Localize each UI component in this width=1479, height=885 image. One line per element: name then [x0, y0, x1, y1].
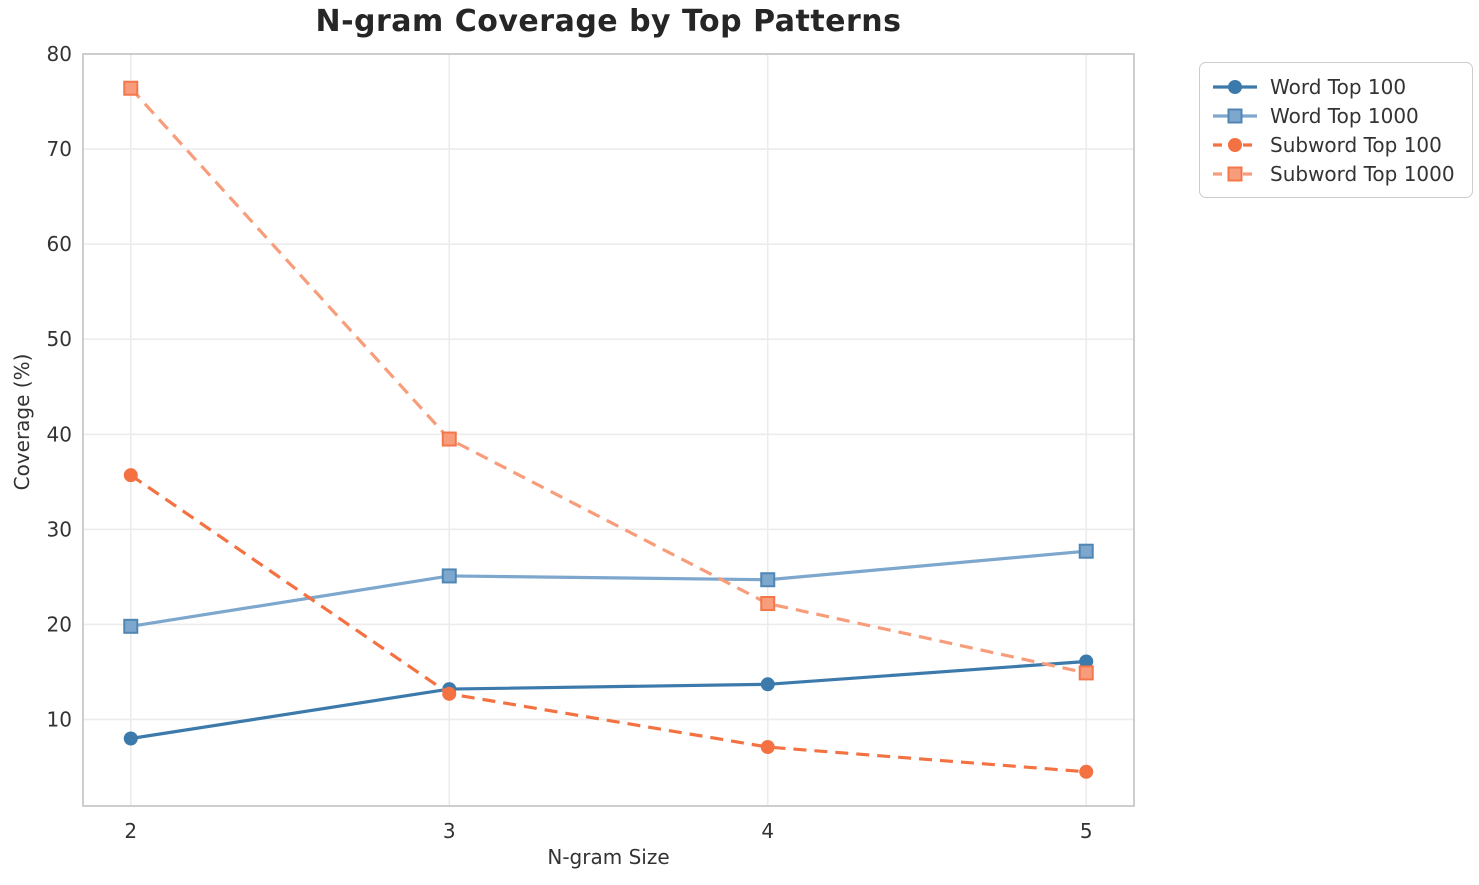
legend-label: Subword Top 1000 — [1270, 161, 1455, 186]
x-tick-label: 4 — [761, 819, 774, 843]
series-line — [130, 659, 1087, 741]
legend-item: Word Top 1000 — [1212, 101, 1460, 130]
legend: Word Top 100 Word Top 1000 Subword Top 100… — [1199, 62, 1473, 198]
data-point-marker — [442, 686, 457, 701]
y-tick-label: 40 — [47, 422, 72, 446]
legend-item: Subword Top 1000 — [1212, 159, 1460, 188]
data-point-marker — [760, 677, 775, 692]
y-tick-label: 10 — [47, 707, 72, 731]
legend-sample-icon — [1213, 166, 1257, 181]
legend-label: Word Top 100 — [1270, 74, 1407, 99]
legend-label: Word Top 1000 — [1270, 103, 1419, 128]
data-point-marker — [123, 80, 139, 96]
plot-background — [83, 54, 1134, 806]
series-line — [129, 87, 1087, 675]
y-tick-label: 50 — [47, 327, 72, 351]
x-tick-label: 3 — [443, 819, 456, 843]
data-point-marker — [1078, 543, 1094, 559]
legend-sample-icon — [1213, 108, 1257, 123]
data-point-marker — [441, 568, 457, 584]
data-point-marker — [441, 431, 457, 447]
legend-sample-icon — [1213, 79, 1257, 94]
series-line — [129, 473, 1087, 774]
data-point-marker — [1079, 654, 1094, 669]
data-point-marker — [760, 572, 776, 588]
y-tick-label: 80 — [47, 42, 72, 66]
y-axis-label: Coverage (%) — [10, 353, 34, 491]
data-point-marker — [123, 731, 138, 746]
x-axis-label: N-gram Size — [547, 845, 670, 869]
y-tick-label: 20 — [47, 612, 72, 636]
data-point-marker — [760, 596, 776, 612]
y-tick-label: 70 — [47, 137, 72, 161]
legend-label: Subword Top 100 — [1270, 132, 1442, 157]
y-tick-label: 60 — [47, 232, 72, 256]
x-tick-label: 5 — [1080, 819, 1093, 843]
legend-item: Subword Top 100 — [1212, 130, 1460, 159]
data-point-marker — [760, 740, 775, 755]
data-point-marker — [123, 468, 138, 483]
y-tick-label: 30 — [47, 517, 72, 541]
x-tick-label: 2 — [124, 819, 137, 843]
data-point-marker — [123, 618, 139, 634]
axes-spines — [82, 53, 1135, 807]
legend-sample-icon — [1213, 137, 1257, 152]
series-line — [130, 549, 1087, 628]
data-point-marker — [1078, 665, 1094, 681]
chart-title: N-gram Coverage by Top Patterns — [315, 4, 902, 39]
data-point-marker — [1079, 764, 1094, 779]
legend-item: Word Top 100 — [1212, 72, 1460, 101]
